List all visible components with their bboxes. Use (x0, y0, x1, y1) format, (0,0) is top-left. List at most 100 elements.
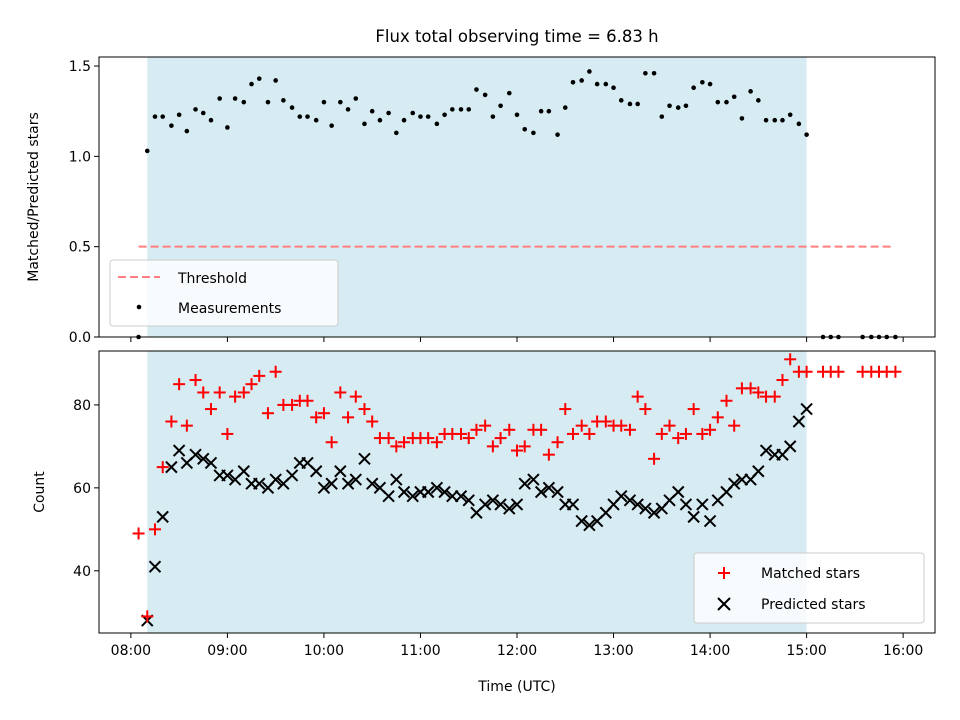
measurement-point (651, 70, 657, 76)
predicted-star-point (197, 452, 210, 466)
measurement-point (514, 112, 520, 118)
matched-star-point (197, 386, 210, 399)
predicted-star-point (527, 473, 540, 486)
y-tick-label: 0.5 (69, 240, 91, 256)
predicted-star-point (189, 448, 202, 461)
measurement-point (618, 98, 624, 103)
measurement-point (707, 81, 713, 87)
matched-star-point (269, 365, 282, 378)
matched-star-point (535, 423, 548, 436)
measurement-point (763, 117, 769, 123)
measurement-point (329, 123, 334, 128)
predicted-star-point (382, 489, 395, 503)
measurement-point (562, 105, 568, 110)
predicted-star-point (204, 456, 218, 470)
matched-star-point (221, 427, 234, 440)
measurement-point (338, 99, 343, 105)
measurement-point (410, 110, 416, 116)
predicted-star-point (566, 498, 580, 511)
predicted-star-point (631, 498, 644, 511)
measurement-point (579, 78, 584, 83)
measurement-point (700, 79, 705, 85)
measurement-point (200, 110, 206, 116)
x-tick-label: 15:00 (786, 643, 826, 659)
matched-star-point (479, 419, 492, 432)
matched-star-point (776, 374, 789, 387)
measurement-point (804, 132, 809, 137)
predicted-star-point (358, 452, 371, 466)
measurement-point (256, 76, 262, 81)
predicted-star-point (503, 502, 516, 515)
matched-star-point (655, 427, 668, 440)
matched-star-point (672, 432, 685, 445)
top-panel: 0.0 0.5 1.0 1.5 Matched/Predicted stars Thr… (26, 56, 936, 346)
matched-star-point (566, 427, 579, 440)
matched-star-point (349, 390, 362, 403)
measurement-point (232, 96, 238, 101)
measurement-point (169, 123, 174, 128)
matched-star-point (583, 427, 596, 440)
measurement-point (627, 101, 633, 107)
measurement-point (152, 114, 158, 119)
matched-star-point (720, 394, 733, 407)
measurement-point (362, 121, 367, 127)
measurement-point (498, 103, 503, 109)
predicted-star-point (156, 510, 169, 524)
predicted-star-point (317, 481, 331, 495)
predicted-star-point (696, 498, 709, 511)
predicted-star-point (406, 489, 419, 503)
measurement-point (281, 98, 286, 103)
matched-star-point (889, 365, 902, 378)
predicted-star-point (752, 465, 765, 478)
matched-star-point (342, 411, 355, 424)
matched-star-point (398, 436, 411, 449)
predicted-star-point (462, 494, 475, 507)
top-y-axis-ticks: 0.0 0.5 1.0 1.5 (69, 59, 99, 346)
predicted-star-point (647, 506, 661, 519)
matched-star-point (648, 452, 661, 465)
predicted-star-point (325, 477, 338, 490)
measurement-point (176, 112, 182, 118)
matched-star-point (229, 390, 242, 403)
matched-star-point (623, 423, 636, 436)
predicted-star-point (285, 469, 299, 482)
legend-matched-swatch (718, 567, 730, 579)
y-tick-label: 60 (73, 481, 91, 497)
matched-star-point (286, 398, 299, 411)
matched-star-point (696, 427, 709, 440)
matched-star-point (494, 432, 507, 445)
measurement-point (482, 92, 488, 98)
x-tick-label: 12:00 (497, 643, 537, 659)
measurement-point (659, 114, 665, 119)
measurement-point (490, 114, 496, 119)
measurement-point (787, 112, 793, 118)
predicted-star-point (309, 465, 323, 478)
measurement-point (603, 81, 609, 87)
measurement-point (667, 103, 672, 109)
measurement-point (418, 114, 423, 119)
predicted-star-point (800, 402, 813, 416)
predicted-star-point (494, 498, 507, 511)
top-legend-box (109, 259, 339, 327)
predicted-star-point (792, 415, 806, 428)
matched-star-point (784, 353, 797, 366)
bottom-panel: 40 60 80 08:00 09:00 10:00 11:00 12:00 13:00 14:… (32, 350, 936, 695)
chart-title: Flux total observing time = 6.83 h (375, 27, 658, 46)
measurement-point (345, 107, 351, 112)
matched-star-point (253, 369, 266, 382)
measurement-point (217, 96, 222, 101)
x-axis-label: Time (UTC) (477, 679, 555, 695)
measurement-point (538, 108, 544, 114)
matched-star-point (511, 444, 523, 457)
predicted-star-point (679, 498, 693, 511)
measurement-point (353, 96, 359, 101)
measurement-point (715, 99, 721, 105)
matched-star-point (317, 407, 330, 420)
legend-predicted-swatch (717, 597, 731, 611)
matched-star-point (334, 386, 347, 399)
measurement-point (546, 108, 552, 114)
measurement-point (739, 116, 745, 121)
matched-star-point (156, 461, 169, 474)
matched-star-point (204, 403, 217, 416)
matched-star-point (366, 415, 379, 428)
